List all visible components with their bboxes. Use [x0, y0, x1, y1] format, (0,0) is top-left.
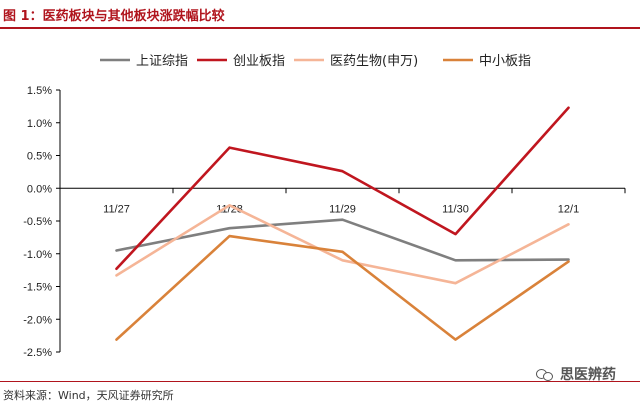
y-tick-label: -2.5% [23, 347, 52, 359]
line-chart: 1.5% 1.0% 0.5% 0.0% -0.5% -1.0% -1.5% -2.0% -2.5… [23, 54, 626, 359]
watermark: 思医辨药 [536, 364, 616, 384]
y-tick-label: 1.5% [27, 85, 52, 97]
x-tick-label: 11/29 [329, 203, 356, 215]
y-tick-label: -1.5% [23, 282, 52, 294]
x-tick-label: 11/27 [103, 203, 130, 215]
y-tick-label: 0.5% [27, 151, 52, 163]
legend-label: 医药生物(申万) [330, 54, 418, 69]
watermark-text: 思医辨药 [560, 367, 616, 383]
series-line-1 [115, 106, 570, 271]
legend-label: 创业板指 [233, 54, 285, 69]
legend-label: 上证综指 [136, 54, 188, 69]
x-tick-label: 11/28 [216, 203, 243, 215]
title-bar: 图 1：医药板块与其他板块涨跌幅比较 [0, 0, 640, 29]
source-note: 资料来源：Wind，天风证券研究所 [3, 389, 174, 402]
legend-label: 中小板指 [479, 54, 531, 69]
y-tick-label: -1.0% [23, 249, 52, 261]
series-line-0 [115, 218, 570, 262]
figure-title: 图 1：医药板块与其他板块涨跌幅比较 [3, 9, 225, 24]
series-line-3 [115, 234, 570, 341]
y-tick-label: 0.0% [27, 183, 52, 195]
y-tick-label: 1.0% [27, 118, 52, 130]
x-tick-label: 11/30 [442, 203, 469, 215]
footer-divider [0, 381, 640, 382]
y-tick-label: -0.5% [23, 216, 52, 228]
series-line-2 [115, 204, 570, 285]
wechat-icon [536, 367, 554, 381]
x-tick-label: 12/1 [558, 203, 579, 215]
y-tick-label: -2.0% [23, 314, 52, 326]
